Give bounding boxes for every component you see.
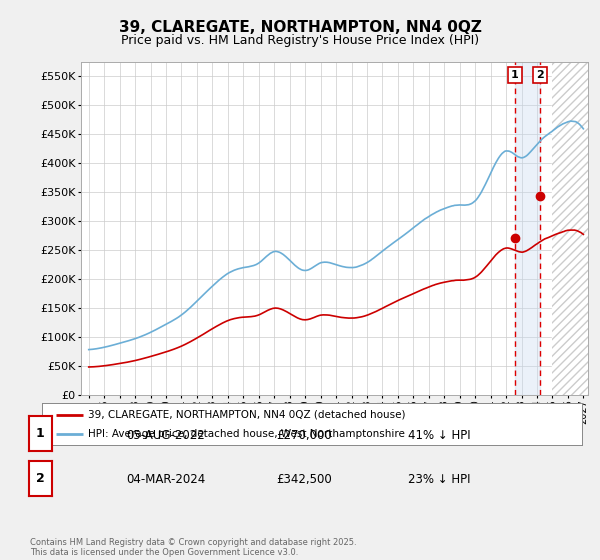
Text: 2: 2 xyxy=(36,472,44,485)
Text: 39, CLAREGATE, NORTHAMPTON, NN4 0QZ: 39, CLAREGATE, NORTHAMPTON, NN4 0QZ xyxy=(119,20,481,35)
Text: 1: 1 xyxy=(511,70,519,80)
Text: 1: 1 xyxy=(36,427,44,440)
Bar xyxy=(515,62,539,395)
Text: Contains HM Land Registry data © Crown copyright and database right 2025.
This d: Contains HM Land Registry data © Crown c… xyxy=(30,538,356,557)
Text: Price paid vs. HM Land Registry's House Price Index (HPI): Price paid vs. HM Land Registry's House … xyxy=(121,34,479,46)
Text: £270,000: £270,000 xyxy=(276,428,332,442)
Text: 23% ↓ HPI: 23% ↓ HPI xyxy=(408,473,470,487)
Bar xyxy=(553,62,591,395)
Text: 39, CLAREGATE, NORTHAMPTON, NN4 0QZ (detached house): 39, CLAREGATE, NORTHAMPTON, NN4 0QZ (det… xyxy=(88,409,406,419)
Text: 04-MAR-2024: 04-MAR-2024 xyxy=(126,473,205,487)
Text: 41% ↓ HPI: 41% ↓ HPI xyxy=(408,428,470,442)
Bar xyxy=(553,62,591,395)
Text: 2: 2 xyxy=(536,70,544,80)
Text: £342,500: £342,500 xyxy=(276,473,332,487)
Text: HPI: Average price, detached house, West Northamptonshire: HPI: Average price, detached house, West… xyxy=(88,429,405,439)
Text: 05-AUG-2022: 05-AUG-2022 xyxy=(126,428,205,442)
